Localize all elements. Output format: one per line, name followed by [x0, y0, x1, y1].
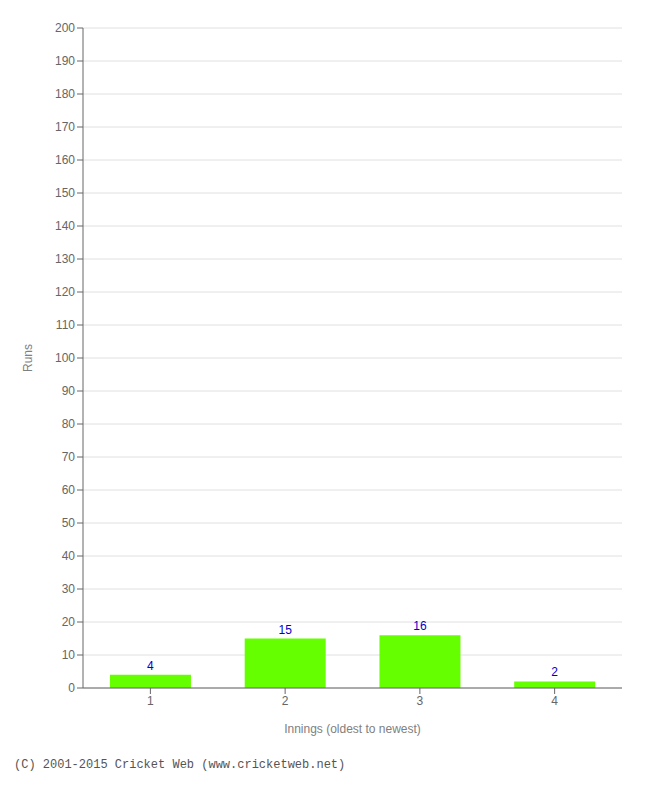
- svg-text:70: 70: [62, 450, 76, 464]
- svg-text:170: 170: [55, 120, 75, 134]
- svg-text:80: 80: [62, 417, 76, 431]
- svg-text:40: 40: [62, 549, 76, 563]
- svg-text:Runs: Runs: [21, 344, 35, 372]
- svg-text:16: 16: [413, 619, 427, 633]
- html-text:(C) 2001-2015 Cricket Web (www: (C) 2001-2015 Cricket Web (www.cricketwe…: [14, 758, 346, 772]
- svg-text:180: 180: [55, 87, 75, 101]
- svg-text:30: 30: [62, 582, 76, 596]
- svg-text:100: 100: [55, 351, 75, 365]
- svg-text:160: 160: [55, 153, 75, 167]
- svg-text:90: 90: [62, 384, 76, 398]
- svg-text:4: 4: [147, 659, 154, 673]
- svg-text:200: 200: [55, 21, 75, 35]
- svg-text:20: 20: [62, 615, 76, 629]
- svg-text:50: 50: [62, 516, 76, 530]
- svg-text:10: 10: [62, 648, 76, 662]
- svg-text:150: 150: [55, 186, 75, 200]
- svg-text:4: 4: [551, 694, 558, 708]
- svg-text:2: 2: [551, 665, 558, 679]
- svg-text:3: 3: [417, 694, 424, 708]
- svg-text:60: 60: [62, 483, 76, 497]
- svg-text:1: 1: [147, 694, 154, 708]
- svg-text:15: 15: [279, 623, 293, 637]
- svg-text:190: 190: [55, 54, 75, 68]
- svg-text:0: 0: [68, 681, 75, 695]
- svg-text:2: 2: [282, 694, 289, 708]
- svg-text:120: 120: [55, 285, 75, 299]
- svg-text:Innings (oldest to newest): Innings (oldest to newest): [284, 722, 421, 736]
- svg-text:140: 140: [55, 219, 75, 233]
- svg-text:110: 110: [56, 318, 75, 332]
- svg-text:130: 130: [55, 252, 75, 266]
